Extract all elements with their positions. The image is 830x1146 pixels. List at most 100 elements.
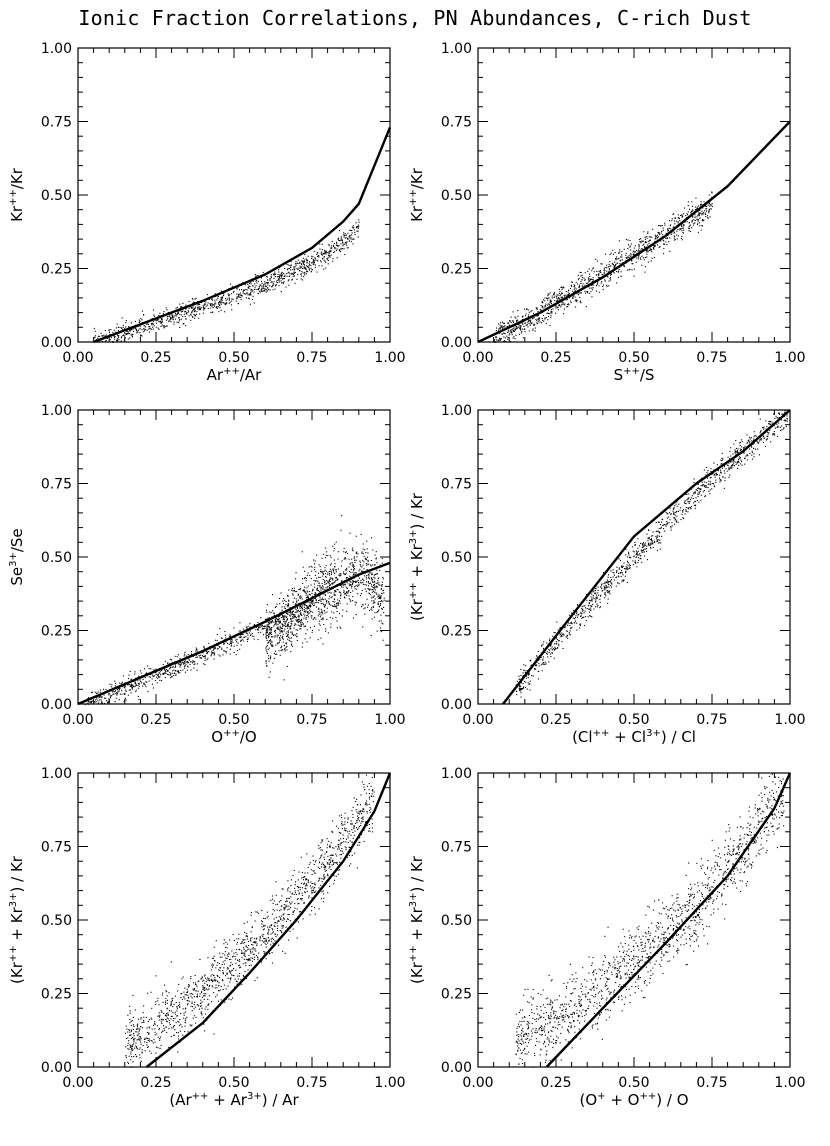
scatter-point: [536, 309, 538, 311]
scatter-point: [629, 246, 631, 248]
scatter-point: [146, 672, 148, 674]
scatter-point: [706, 210, 708, 212]
scatter-point: [341, 580, 343, 582]
scatter-point: [557, 294, 559, 296]
scatter-point: [659, 225, 661, 227]
scatter-point: [229, 636, 231, 638]
scatter-point: [560, 296, 562, 298]
scatter-point: [373, 616, 375, 618]
scatter-point: [220, 303, 222, 305]
scatter-point: [231, 293, 233, 295]
scatter-point: [178, 317, 180, 319]
scatter-point: [372, 587, 374, 589]
scatter-point: [658, 246, 660, 248]
scatter-point: [300, 266, 302, 268]
scatter-point: [190, 651, 192, 653]
scatter-point: [334, 601, 336, 603]
scatter-point: [139, 670, 141, 672]
scatter-point: [276, 624, 278, 626]
scatter-point: [759, 432, 761, 434]
scatter-point: [198, 304, 200, 306]
scatter-point: [220, 309, 222, 311]
scatter-point: [709, 216, 711, 218]
scatter-point: [190, 307, 192, 309]
scatter-point: [591, 616, 593, 618]
scatter-point: [169, 315, 171, 317]
scatter-point: [210, 311, 212, 313]
scatter-point: [561, 632, 563, 634]
scatter-point: [195, 650, 197, 652]
scatter-point: [364, 557, 366, 559]
x-axis-label: S++/S: [614, 366, 655, 384]
scatter-point: [324, 573, 326, 575]
scatter-point: [307, 572, 309, 574]
scatter-point: [525, 315, 527, 317]
scatter-point: [328, 571, 330, 573]
scatter-point: [523, 308, 525, 310]
scatter-point: [496, 327, 498, 329]
scatter-point: [528, 320, 530, 322]
scatter-point: [381, 584, 383, 586]
scatter-point: [143, 668, 145, 670]
scatter-point: [168, 674, 170, 676]
scatter-point: [549, 292, 551, 294]
scatter-point: [295, 578, 297, 580]
y-tick-label: 0.25: [41, 262, 72, 278]
scatter-point: [349, 229, 351, 231]
scatter-point: [279, 621, 281, 623]
scatter-point: [571, 285, 573, 287]
scatter-point: [620, 559, 622, 561]
scatter-point: [538, 317, 540, 319]
scatter-point: [302, 257, 304, 259]
panel-top-right: 0.00 0.25 0.50 0.75 1.000.000.250.500.751.00…: [408, 41, 806, 384]
scatter-point: [137, 687, 139, 689]
scatter-point: [272, 283, 274, 285]
scatter-point: [172, 315, 174, 317]
scatter-point: [285, 642, 287, 644]
scatter-point: [151, 322, 153, 324]
scatter-point: [274, 614, 276, 616]
scatter-point: [319, 599, 321, 601]
scatter-point: [698, 213, 700, 215]
scatter-point: [311, 600, 313, 602]
scatter-point: [515, 317, 517, 319]
scatter-point: [737, 451, 739, 453]
scatter-point: [213, 658, 215, 660]
scatter-point: [363, 568, 365, 570]
scatter-point: [614, 265, 616, 267]
scatter-point: [270, 629, 272, 631]
scatter-point: [658, 232, 660, 234]
scatter-point: [548, 297, 550, 299]
scatter-point: [294, 268, 296, 270]
scatter-point: [267, 279, 269, 281]
scatter-point: [173, 316, 175, 318]
scatter-point: [695, 197, 697, 199]
scatter-point: [202, 656, 204, 658]
scatter-point: [268, 647, 270, 649]
scatter-point: [187, 665, 189, 667]
scatter-point: [259, 284, 261, 286]
scatter-point: [287, 624, 289, 626]
scatter-point: [706, 206, 708, 208]
scatter-point: [246, 632, 248, 634]
scatter-point: [233, 651, 235, 653]
scatter-point: [268, 637, 270, 639]
scatter-point: [685, 215, 687, 217]
scatter-point: [203, 646, 205, 648]
scatter-point: [118, 690, 120, 692]
y-axis-label: Kr++/Kr: [408, 167, 426, 222]
scatter-point: [619, 249, 621, 251]
scatter-point: [631, 263, 633, 265]
scatter-point: [301, 598, 303, 600]
scatter-point: [203, 306, 205, 308]
scatter-point: [667, 513, 669, 515]
scatter-point: [105, 340, 107, 342]
scatter-point: [135, 689, 137, 691]
scatter-point: [280, 647, 282, 649]
scatter-point: [591, 270, 593, 272]
scatter-point: [281, 606, 283, 608]
scatter-point: [325, 587, 327, 589]
scatter-point: [703, 485, 705, 487]
scatter-point: [131, 333, 133, 335]
scatter-point: [541, 645, 543, 647]
